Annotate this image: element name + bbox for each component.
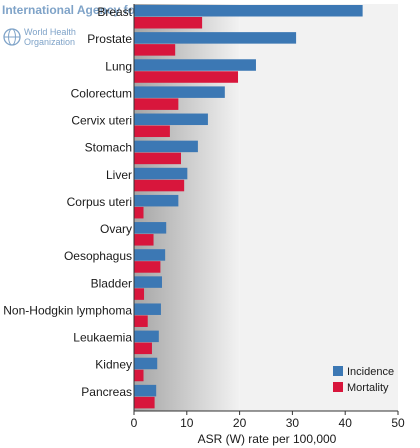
bar-incidence-stomach [134,140,198,153]
x-axis: 0 10 20 30 40 50 [131,4,405,430]
category-label: Kidney [95,358,132,372]
bar-incidence-cervix-uteri [134,113,208,126]
who-globe-icon [3,28,21,46]
category-label: Colorectum [71,86,132,100]
bars-group [134,5,363,409]
who-name-line-1: World Health [24,27,76,37]
x-tick-label: 10 [180,416,194,430]
x-axis-title: ASR (W) rate per 100,000 [198,432,337,446]
bar-mortality-stomach [134,152,181,165]
bar-mortality-leukaemia [134,342,152,355]
bar-mortality-prostate [134,44,176,56]
bar-mortality-corpus-uteri [134,206,144,219]
bar-mortality-pancreas [134,396,155,409]
plot-plain-area [239,4,398,411]
category-label: Breast [97,5,132,19]
bar-mortality-non-hodgkin-lymphoma [134,315,148,327]
bar-mortality-bladder [134,288,145,300]
category-label: Cervix uteri [71,114,132,128]
bar-incidence-oesophagus [134,249,166,261]
category-label: Lung [105,59,132,73]
legend-swatch-mortality [333,382,343,392]
category-label: Stomach [85,141,132,155]
bar-incidence-prostate [134,32,297,44]
bar-incidence-breast [134,5,363,17]
bar-incidence-bladder [134,276,162,288]
category-label: Pancreas [81,385,132,399]
bar-mortality-ovary [134,234,154,246]
bar-mortality-cervix-uteri [134,125,170,138]
category-label: Oesophagus [64,249,132,263]
legend: Incidence Mortality [333,366,394,394]
legend-label-incidence: Incidence [347,366,394,378]
x-tick-label: 50 [391,416,405,430]
bar-mortality-colorectum [134,98,179,110]
category-labels: Breast Prostate Lung Colorectum Cervix uteri… [3,5,132,399]
bar-mortality-oesophagus [134,261,161,273]
legend-label-mortality: Mortality [347,382,389,394]
category-label: Liver [106,168,132,182]
bar-incidence-ovary [134,222,167,234]
bar-mortality-lung [134,71,239,83]
x-tick-label: 40 [339,416,353,430]
bar-incidence-lung [134,59,256,71]
bar-incidence-leukaemia [134,330,159,343]
x-tick-label: 30 [286,416,300,430]
who-name-line-2: Organization [24,37,75,47]
bar-mortality-breast [134,17,203,29]
bar-mortality-liver [134,179,185,192]
bar-mortality-kidney [134,369,144,382]
bar-incidence-liver [134,167,188,180]
category-label: Ovary [100,222,132,236]
bar-incidence-pancreas [134,384,157,397]
bar-incidence-non-hodgkin-lymphoma [134,303,161,315]
category-label: Leukaemia [73,331,132,345]
category-label: Bladder [91,276,132,290]
x-tick-label: 20 [233,416,247,430]
category-label: Non-Hodgkin lymphoma [3,303,132,317]
legend-swatch-incidence [333,366,343,376]
category-label: Corpus uteri [67,195,132,209]
bar-incidence-colorectum [134,86,225,98]
x-tick-label: 0 [131,416,138,430]
category-label: Prostate [87,32,132,46]
bar-incidence-kidney [134,357,158,370]
bar-incidence-corpus-uteri [134,194,179,207]
